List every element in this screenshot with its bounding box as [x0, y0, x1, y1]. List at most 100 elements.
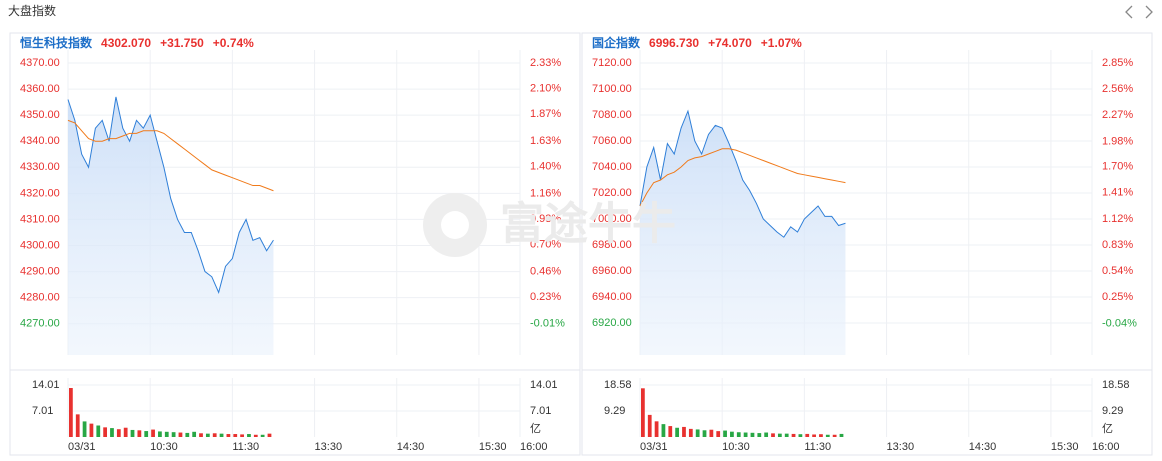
- volume-bar: [89, 423, 94, 437]
- volume-bar: [805, 433, 810, 437]
- volume-bar: [668, 426, 673, 437]
- price-line: [639, 109, 846, 238]
- x-tick-label: 03/31: [640, 441, 668, 453]
- quote-price: 6996.730: [649, 36, 699, 50]
- y-tick-label: 7080.00: [592, 109, 632, 121]
- volume-bar: [233, 434, 238, 437]
- volume-bar: [688, 428, 693, 437]
- next-arrow[interactable]: [1145, 5, 1153, 19]
- volume-bar: [661, 424, 666, 437]
- y-tick-label: 4270.00: [20, 318, 60, 330]
- volume-bar: [164, 431, 169, 437]
- volume-bar: [219, 433, 224, 437]
- volume-bar: [682, 426, 686, 437]
- volume-bar: [654, 421, 659, 437]
- volume-bar: [812, 434, 816, 437]
- y2-tick-label: -0.04%: [1102, 317, 1137, 329]
- y-tick-label: 4290.00: [20, 265, 60, 277]
- x-tick-label: 15:30: [1051, 441, 1079, 453]
- volume-bar: [798, 434, 803, 437]
- y2-tick-label: 1.41%: [1102, 187, 1133, 199]
- volume-bar: [192, 431, 197, 437]
- volume-bar: [825, 434, 830, 437]
- y2-tick-label: 1.63%: [530, 135, 561, 147]
- watermark-text: 富途牛牛: [500, 200, 676, 249]
- y-tick-label: 6980.00: [592, 239, 632, 251]
- volume-bar: [750, 432, 755, 437]
- volume-bar: [253, 434, 258, 437]
- volume-bar: [123, 427, 128, 437]
- panel: [581, 32, 1153, 456]
- volume-bar: [130, 429, 135, 437]
- volume-tick-label-right: 7.01: [530, 405, 551, 417]
- x-tick-label: 14:30: [397, 441, 425, 453]
- y2-tick-label: 0.93%: [530, 213, 561, 225]
- volume-tick-label-right: 14.01: [530, 379, 558, 391]
- volume-unit: 亿: [530, 422, 541, 435]
- y2-tick-label: 0.70%: [530, 239, 561, 251]
- volume-bar: [199, 433, 203, 437]
- y-tick-label: 6920.00: [592, 317, 632, 329]
- volume-bar: [771, 433, 775, 437]
- x-tick-label: 10:30: [722, 441, 750, 453]
- quote-title: 恒生科技指数: [20, 35, 93, 50]
- volume-unit: 亿: [1102, 422, 1113, 435]
- volume-bar: [260, 434, 265, 437]
- price-area: [68, 96, 274, 356]
- y2-tick-label: 1.87%: [530, 108, 561, 120]
- y-tick-label: 7100.00: [592, 83, 632, 95]
- volume-bar: [212, 433, 217, 437]
- y2-tick-label: 2.33%: [530, 57, 561, 69]
- x-tick-label: 11:30: [232, 441, 259, 453]
- panel: [9, 32, 581, 456]
- volume-bar: [226, 434, 231, 437]
- volume-bar: [764, 432, 769, 437]
- x-tick-label: 13:30: [315, 441, 343, 453]
- volume-bar: [69, 388, 73, 437]
- section-title: 大盘指数: [8, 3, 56, 18]
- volume-bar: [736, 432, 741, 437]
- x-tick-label: 03/31: [68, 441, 96, 453]
- x-tick-label: 16:00: [1092, 441, 1120, 453]
- volume-bar: [730, 431, 734, 437]
- y2-tick-label: 1.98%: [1102, 135, 1133, 147]
- volume-tick-label: 14.01: [32, 379, 60, 391]
- volume-bar: [702, 430, 707, 437]
- y-tick-label: 7000.00: [592, 213, 632, 225]
- volume-tick-label: 18.58: [604, 379, 632, 391]
- volume-bar: [709, 429, 714, 437]
- volume-bar: [82, 421, 87, 437]
- volume-bar: [75, 414, 80, 437]
- volume-bar: [110, 428, 114, 437]
- y-tick-label: 7060.00: [592, 135, 632, 147]
- volume-bar: [247, 434, 251, 437]
- watermark-logo-inner: [441, 211, 469, 239]
- volume-bar: [743, 432, 748, 437]
- y2-tick-label: 1.12%: [1102, 213, 1133, 225]
- average-line: [67, 119, 274, 192]
- y-tick-label: 4330.00: [20, 161, 60, 173]
- y-tick-label: 4300.00: [20, 239, 60, 251]
- volume-bar: [96, 425, 101, 437]
- volume-tick-label-right: 9.29: [1102, 405, 1123, 417]
- y2-tick-label: 0.54%: [1102, 265, 1133, 277]
- prev-arrow[interactable]: [1125, 5, 1133, 19]
- y2-tick-label: -0.01%: [530, 318, 565, 330]
- average-line: [639, 148, 846, 207]
- volume-bar: [185, 432, 190, 437]
- x-tick-label: 13:30: [887, 441, 915, 453]
- watermark: 富途牛牛: [423, 193, 676, 257]
- y2-tick-label: 0.25%: [1102, 291, 1133, 303]
- volume-bar: [267, 433, 272, 437]
- y-tick-label: 4310.00: [20, 213, 60, 225]
- volume-bar: [641, 388, 645, 437]
- volume-bar: [178, 432, 183, 437]
- quote-price: 4302.070: [101, 36, 151, 50]
- y-tick-label: 6960.00: [592, 265, 632, 277]
- price-area: [640, 111, 846, 355]
- x-tick-label: 14:30: [969, 441, 997, 453]
- y2-tick-label: 1.70%: [1102, 161, 1133, 173]
- volume-tick-label: 7.01: [32, 405, 53, 417]
